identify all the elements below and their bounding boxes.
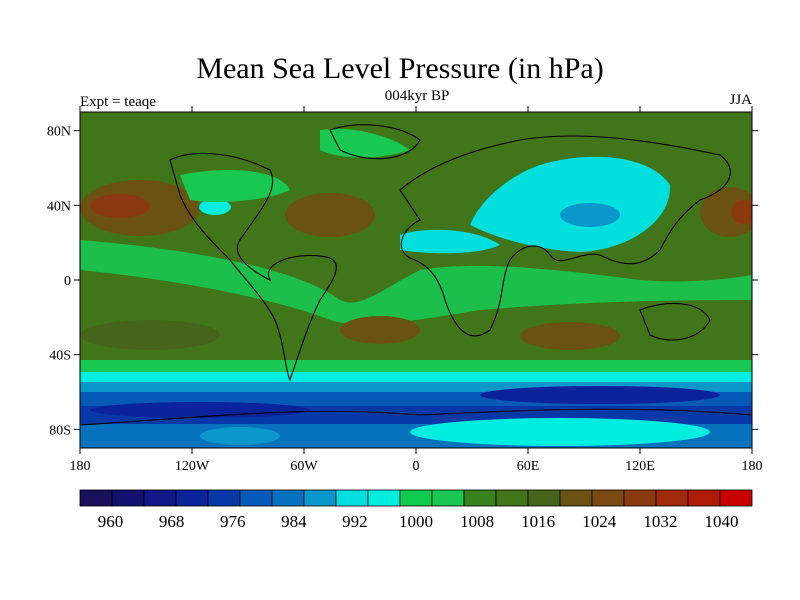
coastline-antarctica — [80, 408, 752, 426]
lat-tick-label: 80N — [47, 125, 71, 140]
lat-tick-label: 0 — [64, 274, 71, 289]
lat-tick-label: 40N — [47, 199, 71, 214]
longitude-axis: 180 120W 60W 0 60E 120E 180 — [70, 106, 763, 474]
subtitle-season: JJA — [729, 92, 752, 108]
colorbar-label: 984 — [281, 512, 307, 531]
colorbar-swatch — [495, 489, 529, 507]
high-azores — [285, 193, 375, 237]
lon-tick-label: 60E — [517, 459, 540, 474]
high-north-pacific-core — [90, 194, 150, 218]
colorbar: 960 968 976 984 992 1000 1008 1016 1024 1032 1040 — [79, 489, 753, 531]
colorbar-swatch — [175, 489, 209, 507]
latitude-axis: 80N 40N 0 40S 80S — [47, 125, 758, 438]
colorbar-swatch — [719, 489, 753, 507]
high-south-indian — [520, 322, 620, 350]
lat-tick-label: 40S — [49, 349, 71, 364]
colorbar-swatch — [431, 489, 465, 507]
subtitle-period: 004kyr BP — [384, 88, 450, 104]
map-field — [80, 112, 752, 448]
low-asia-core — [560, 203, 620, 227]
colorbar-label: 960 — [98, 512, 124, 531]
lon-tick-label: 120E — [625, 459, 655, 474]
high-north-pacific-east — [700, 187, 752, 237]
colorbar-swatch — [367, 489, 401, 507]
colorbar-swatch — [271, 489, 305, 507]
lon-tick-label: 180 — [742, 459, 763, 474]
band-1000 — [80, 372, 752, 382]
low-south-pacific — [90, 402, 310, 418]
colorbar-swatch — [303, 489, 337, 507]
coastline-australia — [639, 302, 711, 341]
antarctic-high-west — [200, 427, 280, 445]
region-greenland — [320, 128, 410, 158]
low-north-america — [199, 199, 231, 215]
subtitle-experiment: Expt = teaqe — [80, 94, 156, 110]
colorbar-swatch — [399, 489, 433, 507]
high-south-pacific — [80, 320, 220, 350]
lon-tick-label: 60W — [290, 459, 318, 474]
colorbar-label: 968 — [159, 512, 185, 531]
lat-tick-label: 80S — [49, 423, 71, 438]
lon-tick-label: 0 — [413, 459, 420, 474]
colorbar-swatch — [559, 489, 593, 507]
band-992 — [80, 382, 752, 392]
colorbar-swatch — [463, 489, 497, 507]
low-asia — [470, 156, 671, 252]
colorbar-swatch — [335, 489, 369, 507]
colorbar-swatch — [591, 489, 625, 507]
antarctic-high-east — [410, 418, 710, 446]
colorbar-swatch — [527, 489, 561, 507]
colorbar-swatch — [687, 489, 721, 507]
tropical-belt — [80, 240, 752, 325]
high-east-core — [731, 200, 752, 224]
lon-tick-label: 120W — [175, 459, 210, 474]
colorbar-label: 1032 — [643, 512, 677, 531]
coastlines — [80, 124, 752, 426]
colorbar-swatch — [655, 489, 689, 507]
low-south-indian — [480, 386, 720, 404]
colorbar-swatch — [143, 489, 177, 507]
coastline-americas — [169, 152, 337, 382]
region-north-america — [180, 170, 290, 202]
low-sahara — [400, 229, 500, 254]
colorbar-swatch — [111, 489, 145, 507]
colorbar-label: 976 — [220, 512, 246, 531]
chart-title: Mean Sea Level Pressure (in hPa) — [196, 52, 604, 85]
colorbar-swatch — [239, 489, 273, 507]
colorbar-label: 1016 — [521, 512, 555, 531]
high-south-atlantic — [340, 316, 420, 344]
coastline-eurasia-africa — [399, 135, 731, 337]
colorbar-label: 1040 — [704, 512, 738, 531]
colorbar-label: 992 — [342, 512, 368, 531]
lon-tick-label: 180 — [70, 459, 91, 474]
colorbar-label: 1008 — [460, 512, 494, 531]
colorbar-label: 1024 — [582, 512, 617, 531]
colorbar-swatch — [207, 489, 241, 507]
colorbar-label: 1000 — [399, 512, 433, 531]
coastline-greenland — [329, 124, 421, 160]
colorbar-swatch — [79, 489, 113, 507]
colorbar-swatch — [623, 489, 657, 507]
band-1008 — [80, 360, 752, 372]
